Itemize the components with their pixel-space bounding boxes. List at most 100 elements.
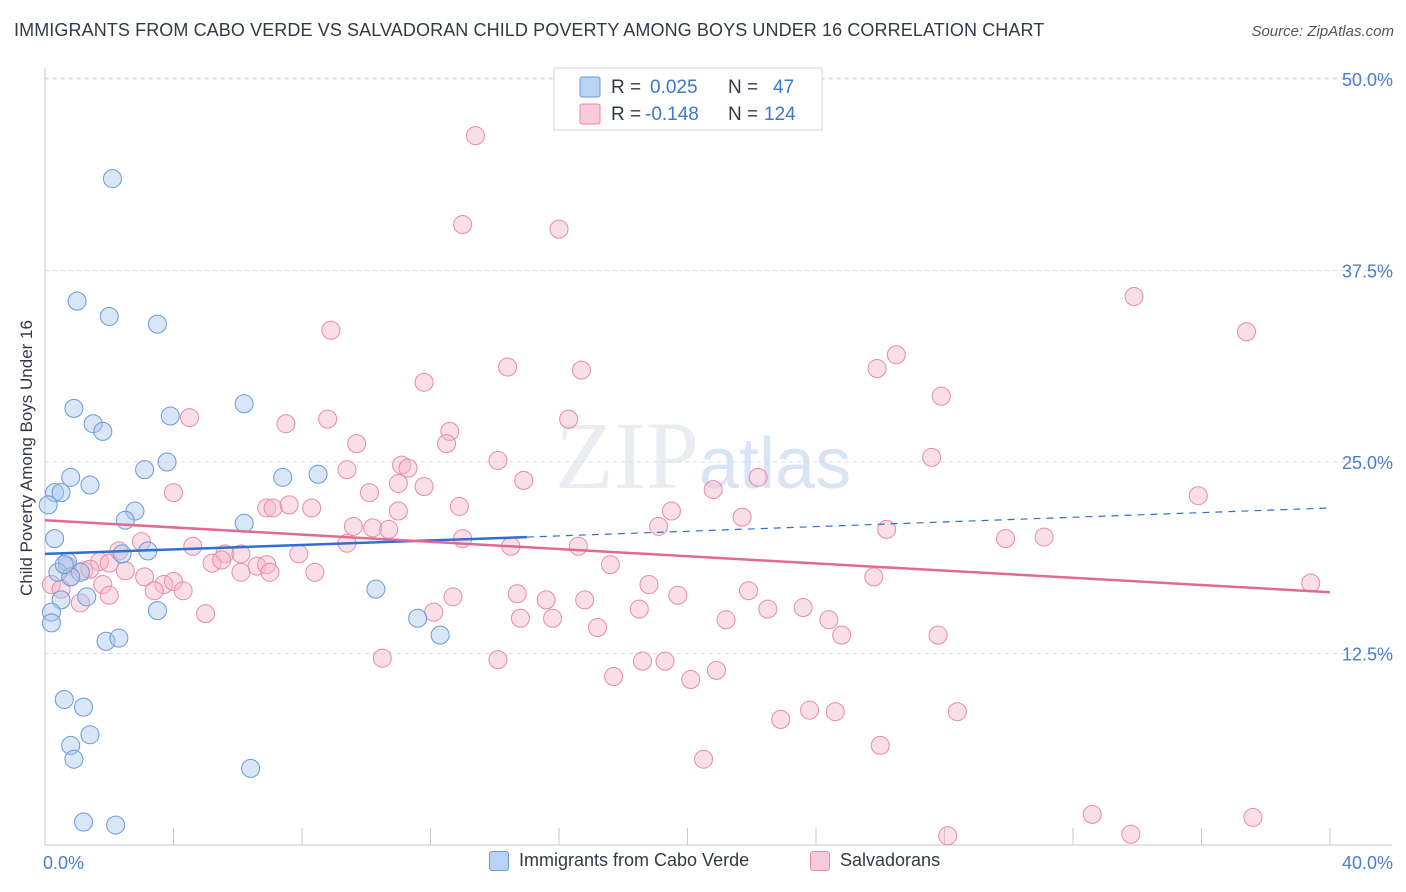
salvadorans-point-39 [661, 501, 681, 521]
salvadorans-point-110 [771, 709, 791, 729]
cabo-verde-point-31 [41, 613, 61, 633]
legend-swatch-cabo-verde [489, 850, 509, 871]
salvadorans-point-13 [276, 414, 296, 434]
cabo-verde-point-13 [135, 460, 155, 480]
salvadorans-point-81 [144, 581, 164, 601]
cabo-verde-point-3 [147, 314, 167, 334]
salvadorans-point-66 [305, 562, 325, 582]
salvadorans-point-16 [440, 421, 460, 441]
salvadorans-point-74 [93, 575, 113, 595]
salvadorans-point-34 [449, 496, 469, 516]
cabo-verde-trend-extension [526, 507, 1331, 538]
cabo-verde-point-36 [96, 631, 116, 651]
legend-r-value-2: -0.148 [645, 104, 699, 125]
cabo-verde-point-1 [67, 291, 87, 311]
cabo-verde-point-9 [45, 483, 65, 503]
salvadorans-point-105 [633, 651, 653, 671]
salvadorans-point-49 [568, 536, 588, 556]
legend-n-value-2: 124 [764, 104, 796, 125]
salvadorans-points [41, 126, 1321, 846]
salvadorans-point-108 [604, 666, 624, 686]
salvadorans-point-47 [183, 536, 203, 556]
cabo-verde-point-7 [234, 394, 254, 414]
cabo-verde-point-20 [234, 513, 254, 533]
cabo-verde-point-4 [64, 398, 84, 418]
cabo-verde-point-2 [99, 306, 119, 326]
salvadorans-point-67 [115, 561, 135, 581]
salvadorans-point-64 [231, 562, 251, 582]
salvadorans-point-106 [655, 651, 675, 671]
y-tick-label-0: 12.5% [1342, 645, 1393, 665]
salvadorans-point-33 [302, 498, 322, 518]
salvadorans-point-30 [257, 498, 277, 518]
cabo-verde-trend-line [44, 535, 527, 556]
salvadorans-point-11 [931, 386, 951, 406]
salvadorans-point-27 [414, 477, 434, 497]
cabo-verde-point-32 [147, 601, 167, 621]
cabo-verde-point-8 [160, 406, 180, 426]
salvadorans-point-104 [488, 650, 508, 670]
salvadorans-point-0 [465, 126, 485, 146]
salvadorans-point-113 [947, 702, 967, 722]
salvadorans-point-77 [600, 555, 620, 575]
salvadorans-point-75 [41, 575, 61, 595]
salvadorans-point-68 [74, 561, 94, 581]
salvadorans-point-17 [347, 434, 367, 454]
bottom-legend-item-salvadorans[interactable]: Salvadorans [810, 850, 940, 871]
salvadorans-point-79 [1301, 573, 1321, 593]
cabo-verde-point-41 [80, 725, 100, 745]
cabo-verde-point-33 [366, 579, 386, 599]
salvadorans-point-97 [793, 598, 813, 618]
salvadorans-point-116 [1082, 804, 1102, 824]
salvadorans-point-95 [629, 599, 649, 619]
cabo-verde-point-42 [64, 749, 84, 769]
salvadorans-point-58 [57, 556, 77, 576]
salvadorans-point-53 [215, 544, 235, 564]
cabo-verde-point-28 [77, 587, 97, 607]
bottom-legend-item-cabo-verde[interactable]: Immigrants from Cabo Verde [489, 850, 749, 871]
salvadorans-point-26 [388, 473, 408, 493]
cabo-verde-point-35 [430, 625, 450, 645]
source-label: Source: ZipAtlas.com [1251, 23, 1394, 40]
salvadorans-point-109 [681, 670, 701, 690]
salvadorans-point-83 [99, 585, 119, 605]
salvadorans-point-1 [453, 215, 473, 235]
salvadorans-point-29 [359, 483, 379, 503]
salvadorans-point-63 [260, 562, 280, 582]
cabo-verde-point-12 [80, 475, 100, 495]
salvadorans-trend-line [44, 518, 1331, 594]
salvadorans-point-12 [180, 408, 200, 428]
salvadorans-point-20 [488, 450, 508, 470]
salvadorans-point-15 [559, 409, 579, 429]
salvadorans-point-28 [164, 483, 183, 503]
cabo-verde-point-16 [308, 464, 328, 484]
salvadorans-point-38 [1188, 486, 1208, 506]
salvadorans-point-107 [706, 660, 726, 680]
y-tick-label-2: 37.5% [1342, 262, 1393, 282]
salvadorans-point-82 [173, 581, 193, 601]
salvadorans-point-115 [694, 749, 714, 769]
salvadorans-point-78 [864, 567, 884, 587]
cabo-verde-point-21 [45, 529, 65, 549]
salvadorans-point-93 [510, 608, 530, 628]
salvadorans-point-94 [543, 608, 563, 628]
salvadorans-point-50 [996, 529, 1016, 549]
salvadorans-point-6 [886, 345, 906, 365]
salvadorans-point-37 [732, 507, 752, 527]
tick-labels: 12.5% 25.0% 37.5% 50.0% 0.0% 40.0% [43, 70, 1393, 873]
salvadorans-point-23 [398, 458, 418, 478]
cabo-verde-point-27 [61, 567, 81, 587]
salvadorans-point-41 [343, 516, 363, 536]
legend-swatch-blue [579, 76, 601, 98]
salvadorans-point-59 [99, 553, 119, 573]
watermark: ZIPatlas [555, 400, 851, 511]
salvadorans-point-92 [424, 602, 444, 622]
salvadorans-point-85 [443, 587, 463, 607]
salvadorans-point-111 [800, 700, 820, 720]
cabo-verde-point-15 [273, 467, 293, 487]
cabo-verde-point-38 [54, 689, 74, 709]
salvadorans-point-87 [536, 590, 556, 610]
bottom-legend: Immigrants from Cabo Verde Salvadorans [0, 850, 1406, 880]
legend-n-label-1: N = [728, 77, 758, 98]
salvadorans-point-118 [1121, 824, 1141, 844]
